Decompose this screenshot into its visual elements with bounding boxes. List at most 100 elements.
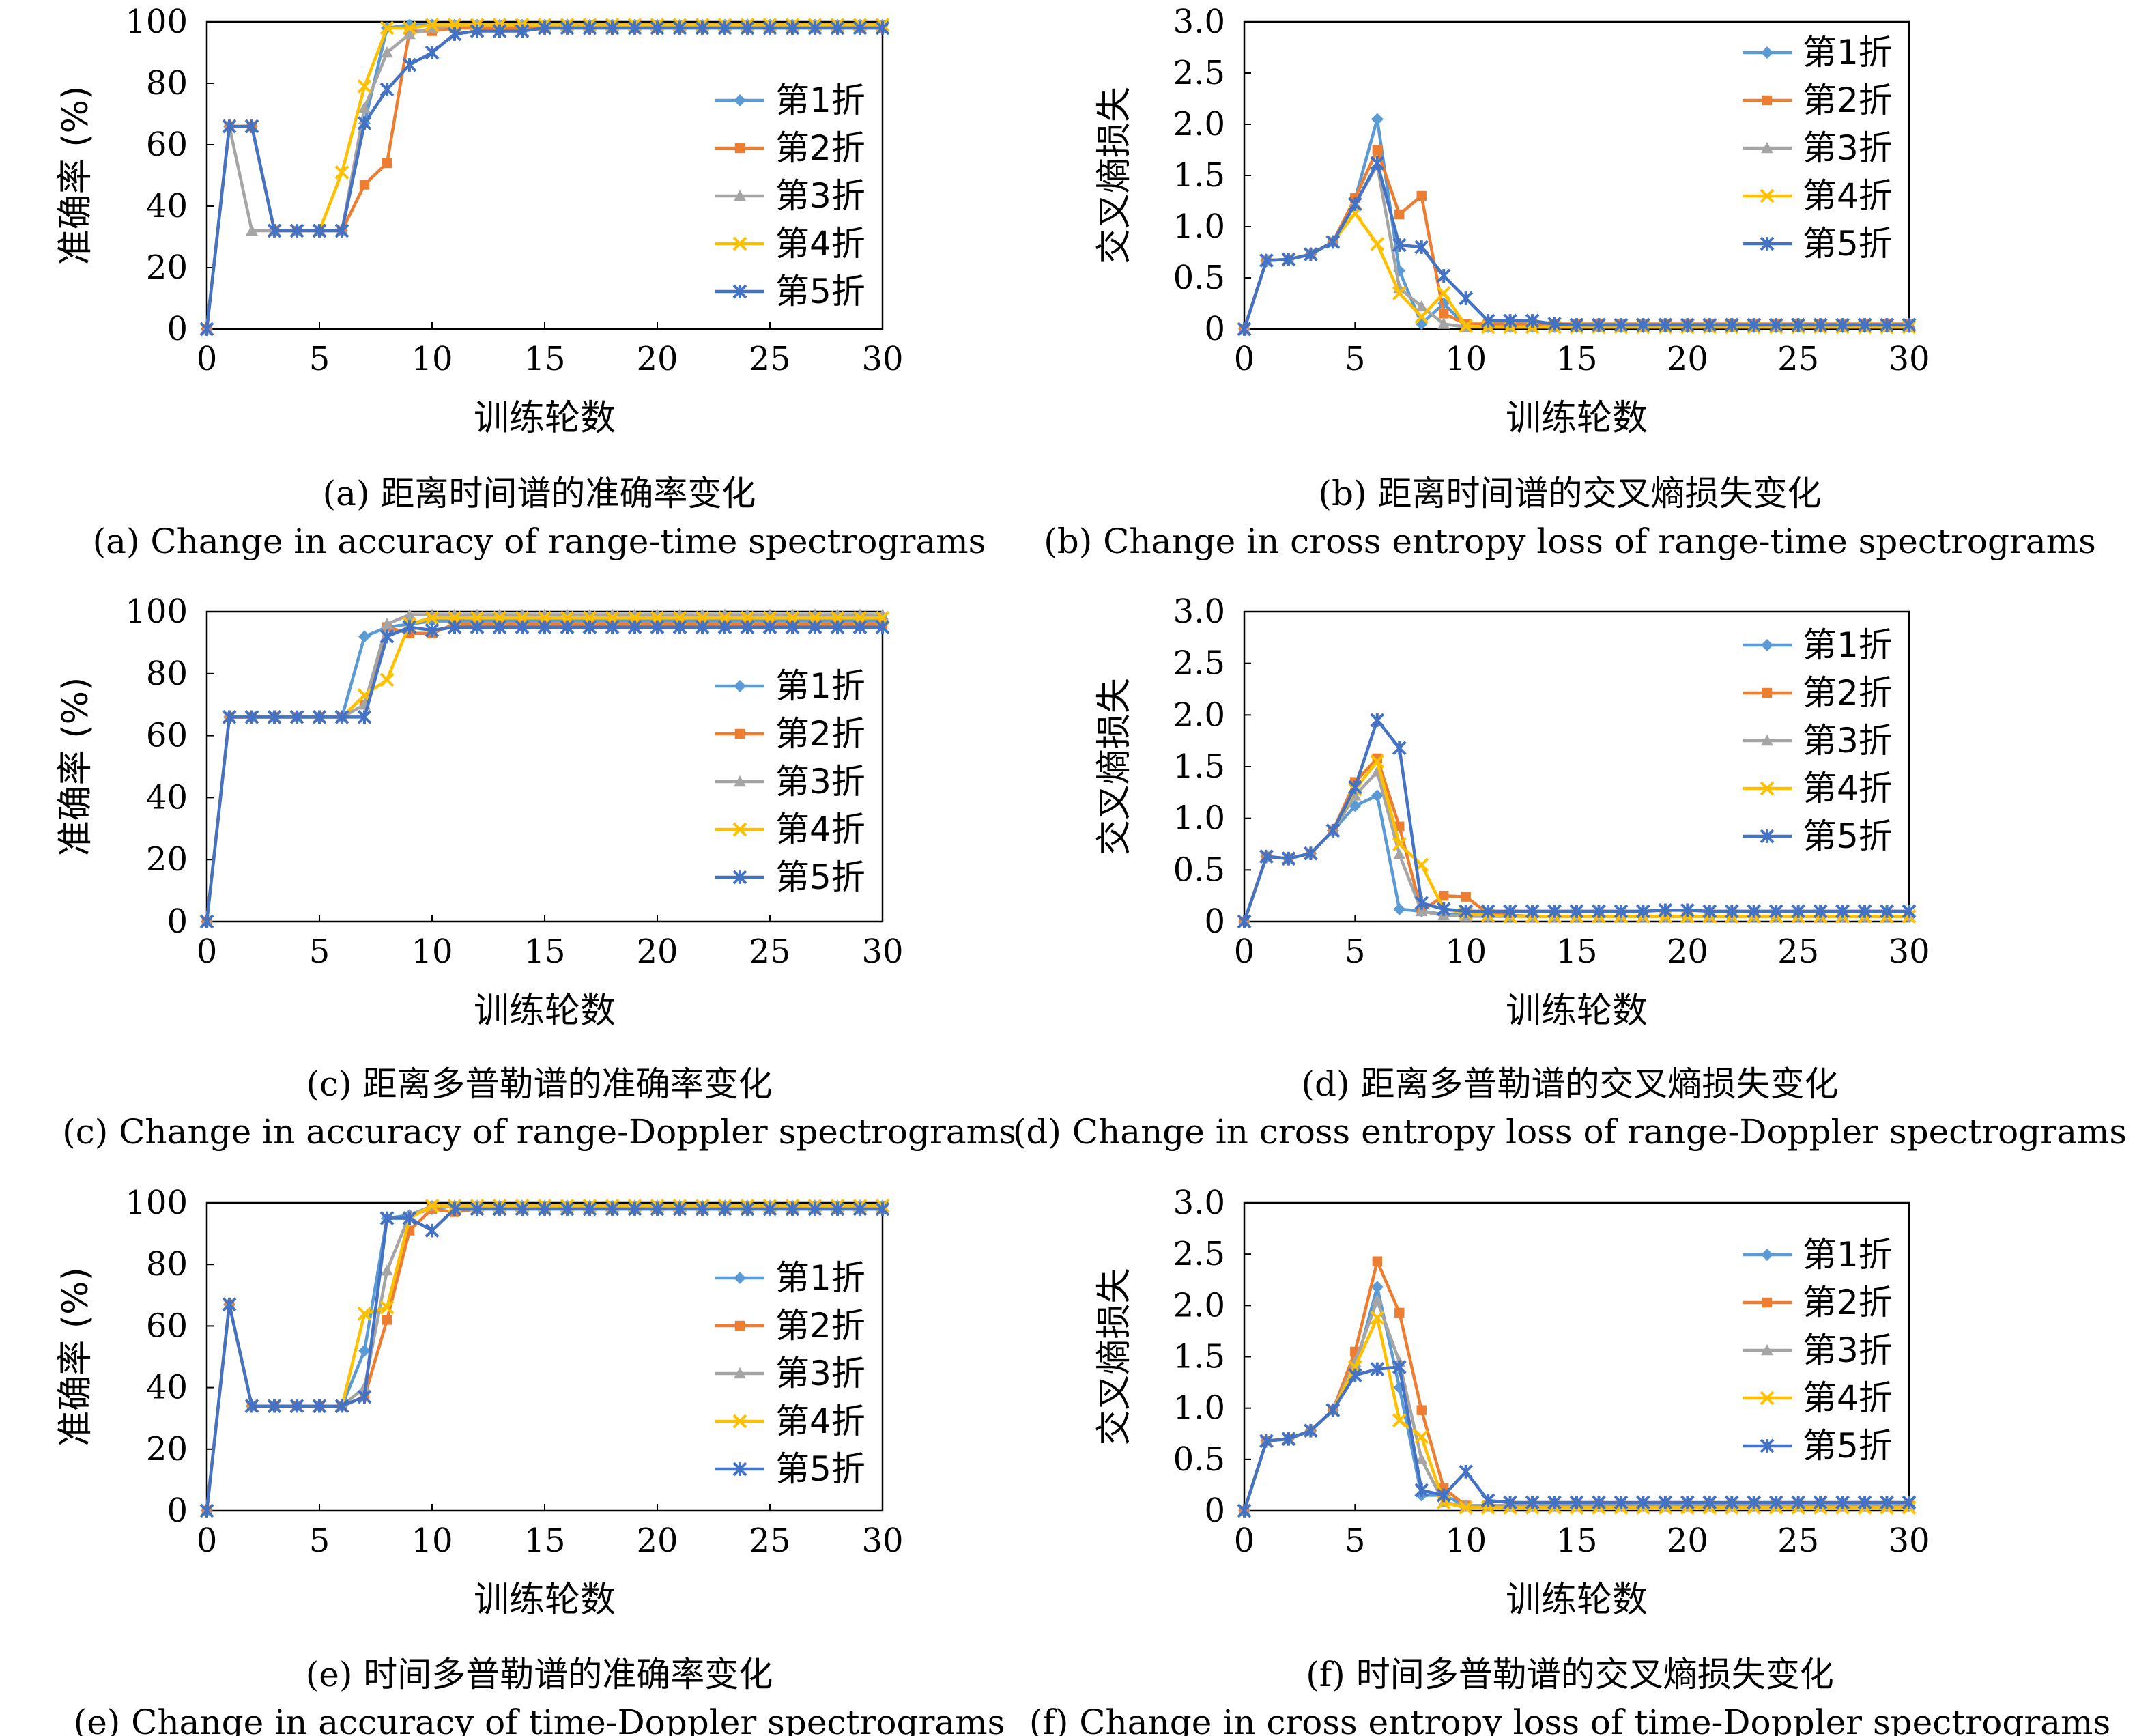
legend-item: 第2折 — [1743, 81, 1893, 120]
chart-panel-2: 0 5 10 15 20 25 30 0 20 40 60 80 100 训练轮数 准确率 (%) 第1折第2… — [55, 593, 1016, 1152]
x-tick-label: 0 — [1234, 340, 1255, 378]
x-tick-label: 10 — [1445, 933, 1487, 971]
data-point — [222, 1297, 237, 1312]
data-point — [1416, 190, 1427, 201]
legend-marker — [1760, 781, 1775, 796]
data-point — [379, 1300, 395, 1315]
legend-label: 第3折 — [775, 762, 865, 801]
y-tick-label: 60 — [146, 1307, 188, 1345]
legend-marker — [734, 1272, 746, 1284]
legend-marker — [1760, 829, 1775, 844]
series-5 — [1237, 713, 1917, 929]
data-point — [358, 1344, 371, 1357]
data-point — [1547, 317, 1562, 331]
data-point — [1371, 113, 1384, 126]
data-point — [1281, 851, 1296, 866]
legend-item: 第1折 — [715, 1258, 865, 1298]
legend-label: 第4折 — [1803, 176, 1893, 216]
y-axis-label: 准确率 (%) — [55, 86, 96, 266]
y-tick-label: 2.0 — [1173, 696, 1225, 734]
data-point — [740, 1201, 755, 1216]
y-tick-label: 60 — [146, 126, 188, 164]
data-point — [1370, 1362, 1385, 1376]
data-point — [1791, 1495, 1806, 1510]
x-tick-label: 20 — [1667, 1522, 1708, 1560]
data-point — [582, 1201, 597, 1216]
data-point — [1813, 904, 1828, 919]
data-point — [312, 709, 327, 724]
data-point — [785, 20, 800, 35]
data-point — [1569, 904, 1584, 919]
caption-en: (d) Change in cross entropy loss of rang… — [1013, 1112, 2127, 1152]
data-point — [1303, 846, 1318, 861]
data-point — [1680, 1495, 1695, 1510]
data-point — [1392, 1360, 1407, 1374]
data-point — [425, 1223, 440, 1238]
legend-label: 第5折 — [775, 1449, 865, 1489]
legend-marker — [1761, 639, 1773, 651]
data-point — [852, 620, 868, 635]
data-point — [1303, 1423, 1318, 1438]
data-point — [1635, 1495, 1650, 1510]
data-point — [672, 20, 687, 35]
data-point — [1459, 904, 1474, 919]
x-tick-label: 0 — [1234, 1522, 1255, 1560]
x-axis-label: 训练轮数 — [1506, 398, 1648, 439]
data-point — [1503, 313, 1518, 328]
legend-item: 第5折 — [715, 272, 865, 311]
data-point — [425, 623, 440, 638]
legend-label: 第2折 — [775, 714, 865, 754]
x-tick-label: 10 — [411, 340, 453, 378]
data-point — [1325, 823, 1341, 838]
y-tick-label: 40 — [146, 187, 188, 225]
data-point — [1503, 1495, 1518, 1510]
data-point — [1835, 904, 1850, 919]
data-point — [1902, 904, 1917, 919]
data-point — [1371, 1281, 1384, 1294]
data-point — [785, 1201, 800, 1216]
data-point — [1303, 247, 1318, 261]
y-axis-label: 交叉熵损失 — [1094, 1268, 1135, 1445]
data-point — [560, 620, 575, 635]
y-tick-label: 80 — [146, 655, 188, 693]
y-tick-label: 3.0 — [1173, 593, 1225, 631]
legend-label: 第2折 — [775, 1306, 865, 1346]
data-point — [1592, 904, 1606, 919]
data-point — [492, 620, 507, 635]
data-point — [1439, 309, 1449, 319]
legend-item: 第3折 — [1743, 721, 1893, 760]
y-tick-label: 1.5 — [1173, 748, 1225, 786]
data-point — [1480, 313, 1495, 328]
legend-marker — [732, 870, 747, 885]
data-point — [875, 620, 890, 635]
legend-item: 第4折 — [715, 810, 865, 849]
data-point — [1547, 904, 1562, 919]
data-point — [425, 18, 440, 32]
legend-label: 第2折 — [775, 128, 865, 168]
data-point — [1525, 1495, 1540, 1510]
data-point — [425, 610, 440, 625]
series-5 — [1237, 156, 1917, 337]
y-tick-label: 1.0 — [1173, 1389, 1225, 1427]
data-point — [1325, 1403, 1341, 1418]
data-point — [672, 1201, 687, 1216]
data-point — [1415, 905, 1428, 917]
data-point — [289, 709, 304, 724]
y-tick-label: 1.5 — [1173, 1338, 1225, 1376]
data-point — [1813, 317, 1828, 332]
data-point — [515, 24, 530, 38]
data-point — [1370, 754, 1385, 769]
y-tick-label: 2.0 — [1173, 1286, 1225, 1324]
y-tick-label: 2.5 — [1173, 54, 1225, 92]
legend-marker — [1761, 735, 1773, 746]
data-point — [1791, 317, 1806, 332]
data-point — [1347, 197, 1362, 212]
data-point — [1371, 789, 1384, 802]
legend-marker — [734, 94, 746, 106]
x-tick-label: 20 — [636, 933, 678, 971]
data-point — [1680, 902, 1695, 917]
data-point — [289, 1399, 304, 1414]
data-point — [425, 1199, 440, 1213]
